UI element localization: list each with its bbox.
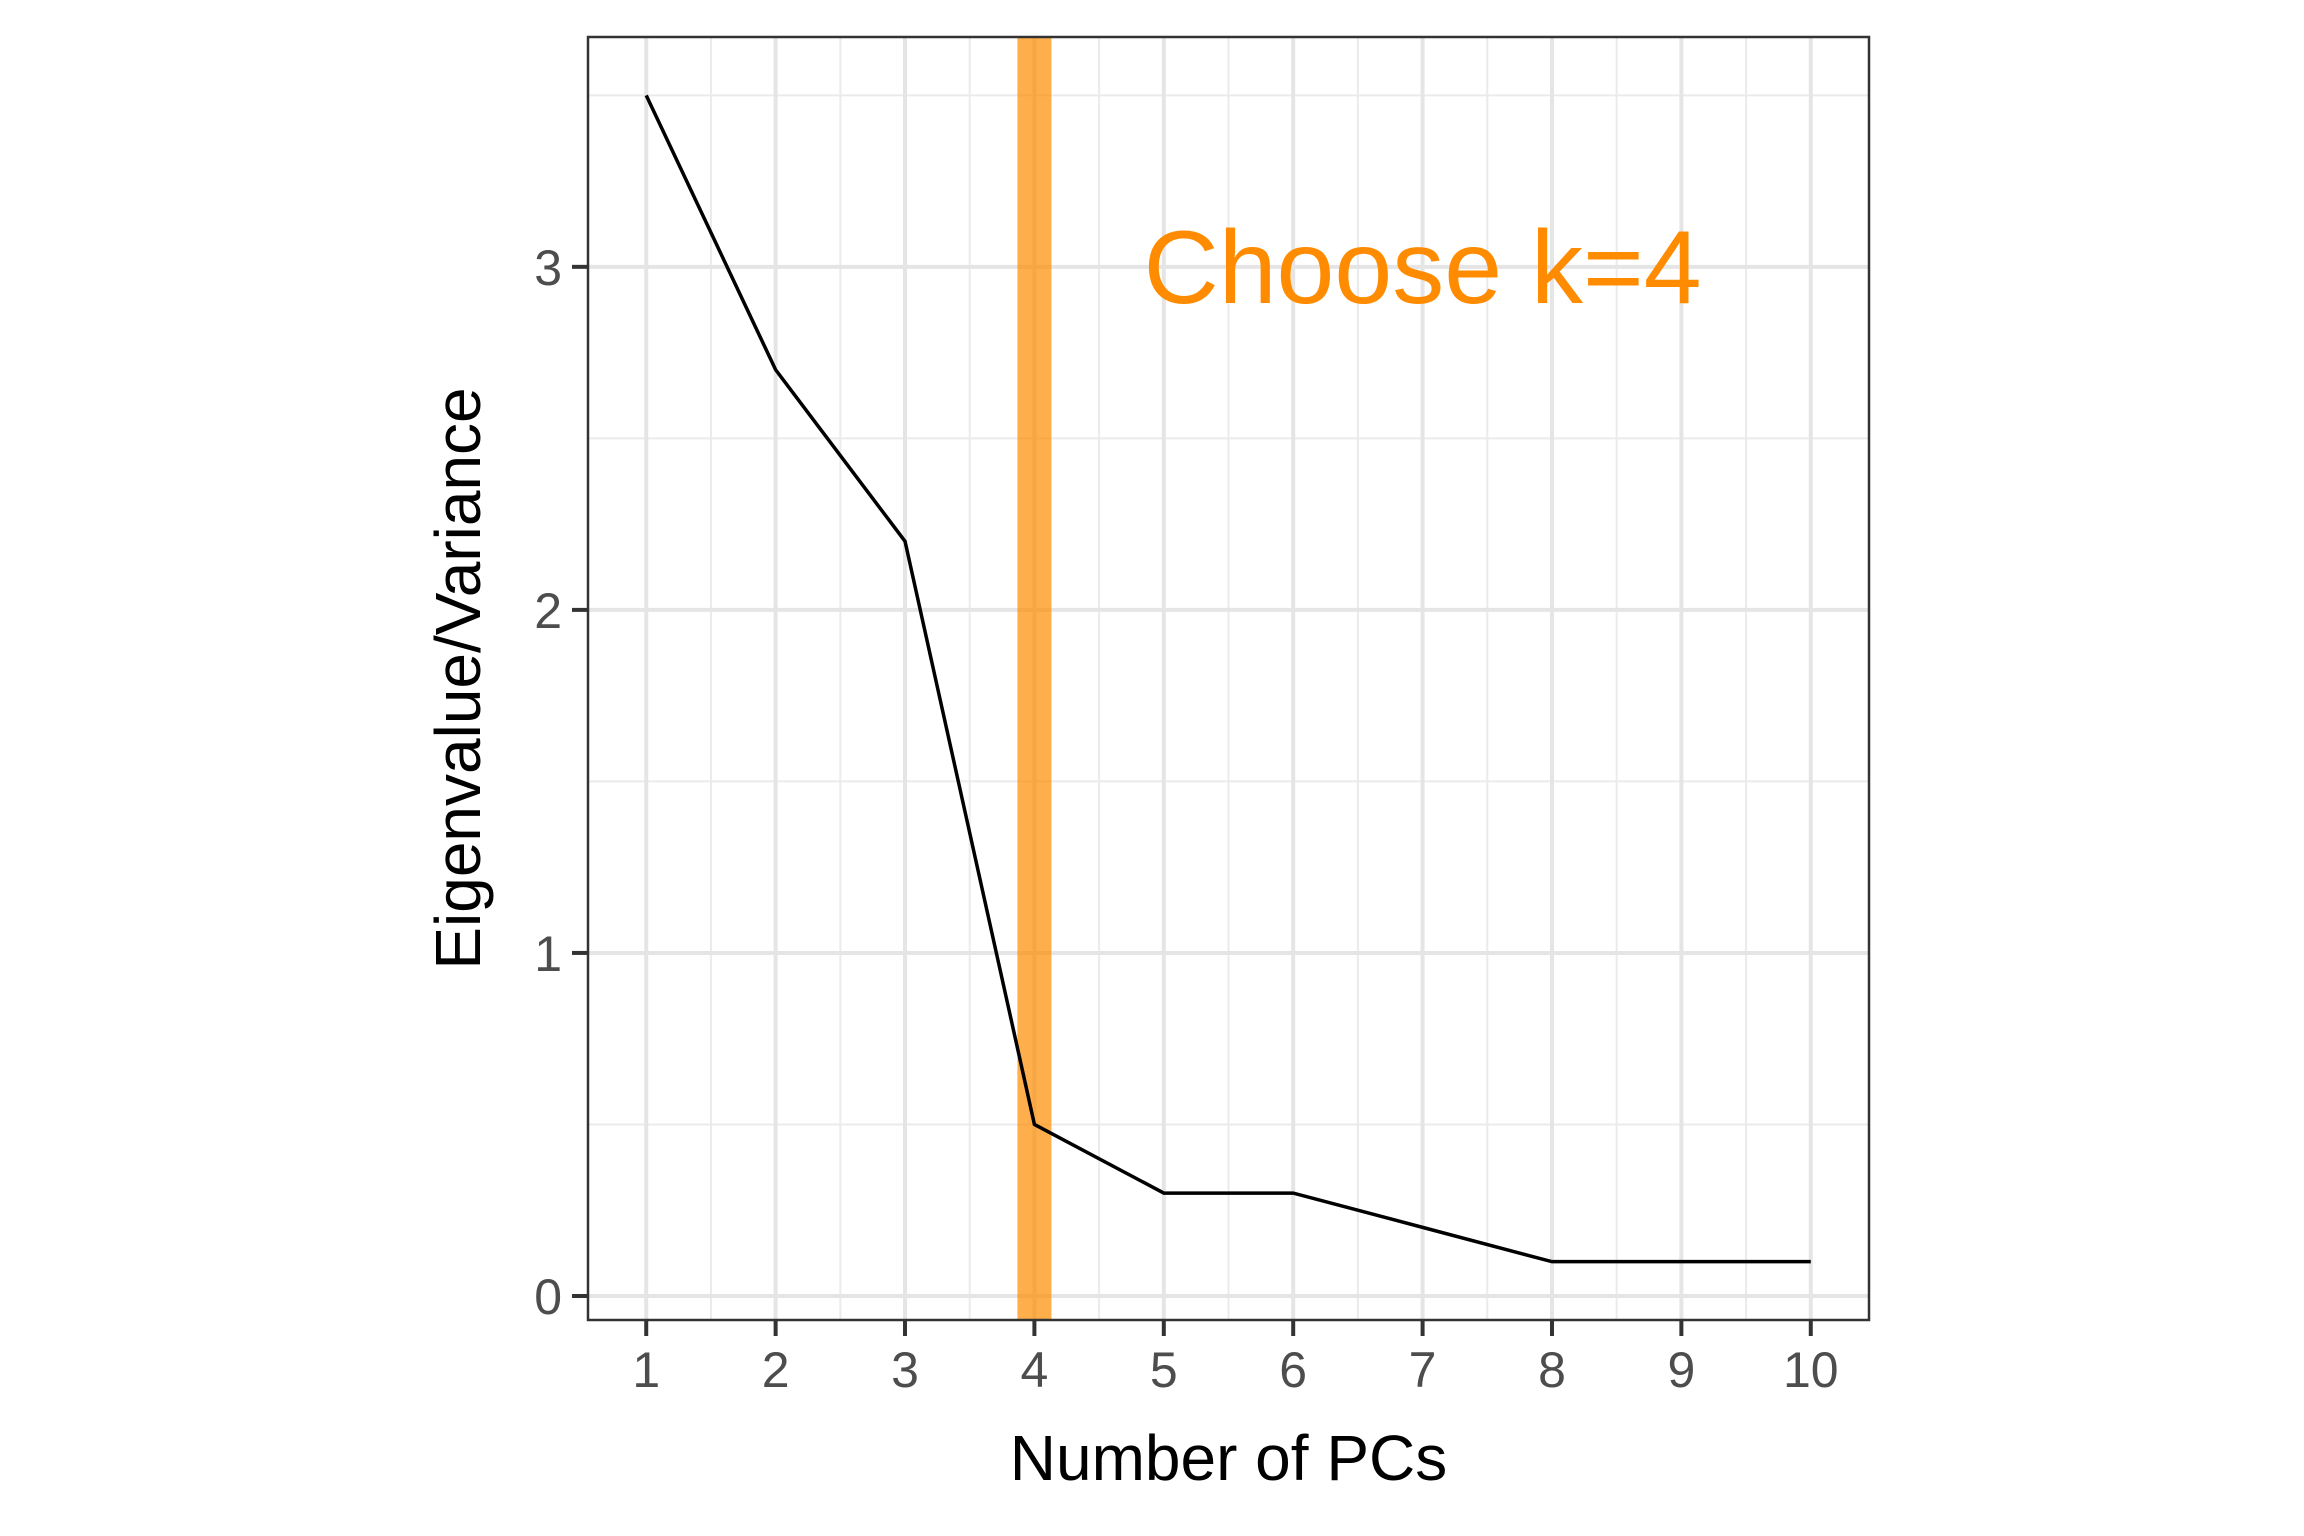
x-tick-label: 4: [1021, 1342, 1049, 1398]
x-tick-label: 8: [1538, 1342, 1566, 1398]
x-axis-label: Number of PCs: [1010, 1422, 1447, 1494]
y-tick-label: 3: [534, 240, 562, 296]
y-axis-label: Eigenvalue/Variance: [422, 387, 494, 969]
panel-border: [586, 35, 1871, 1322]
x-tick-label: 5: [1150, 1342, 1178, 1398]
annotation-choose-k: Choose k=4: [1144, 210, 1702, 326]
x-tick-label: 6: [1279, 1342, 1307, 1398]
x-tick-label: 9: [1667, 1342, 1695, 1398]
k-selection-vline: [1017, 37, 1052, 1320]
x-tick-label: 10: [1783, 1342, 1839, 1398]
y-tick-label: 0: [534, 1269, 562, 1325]
eigenvalue-line: [644, 94, 1811, 1264]
y-tick-label: 1: [534, 926, 562, 982]
x-tick-label: 3: [891, 1342, 919, 1398]
x-tick-label: 2: [762, 1342, 790, 1398]
x-tick-label: 1: [632, 1342, 660, 1398]
x-tick-label: 7: [1409, 1342, 1437, 1398]
y-tick-label: 2: [534, 583, 562, 639]
